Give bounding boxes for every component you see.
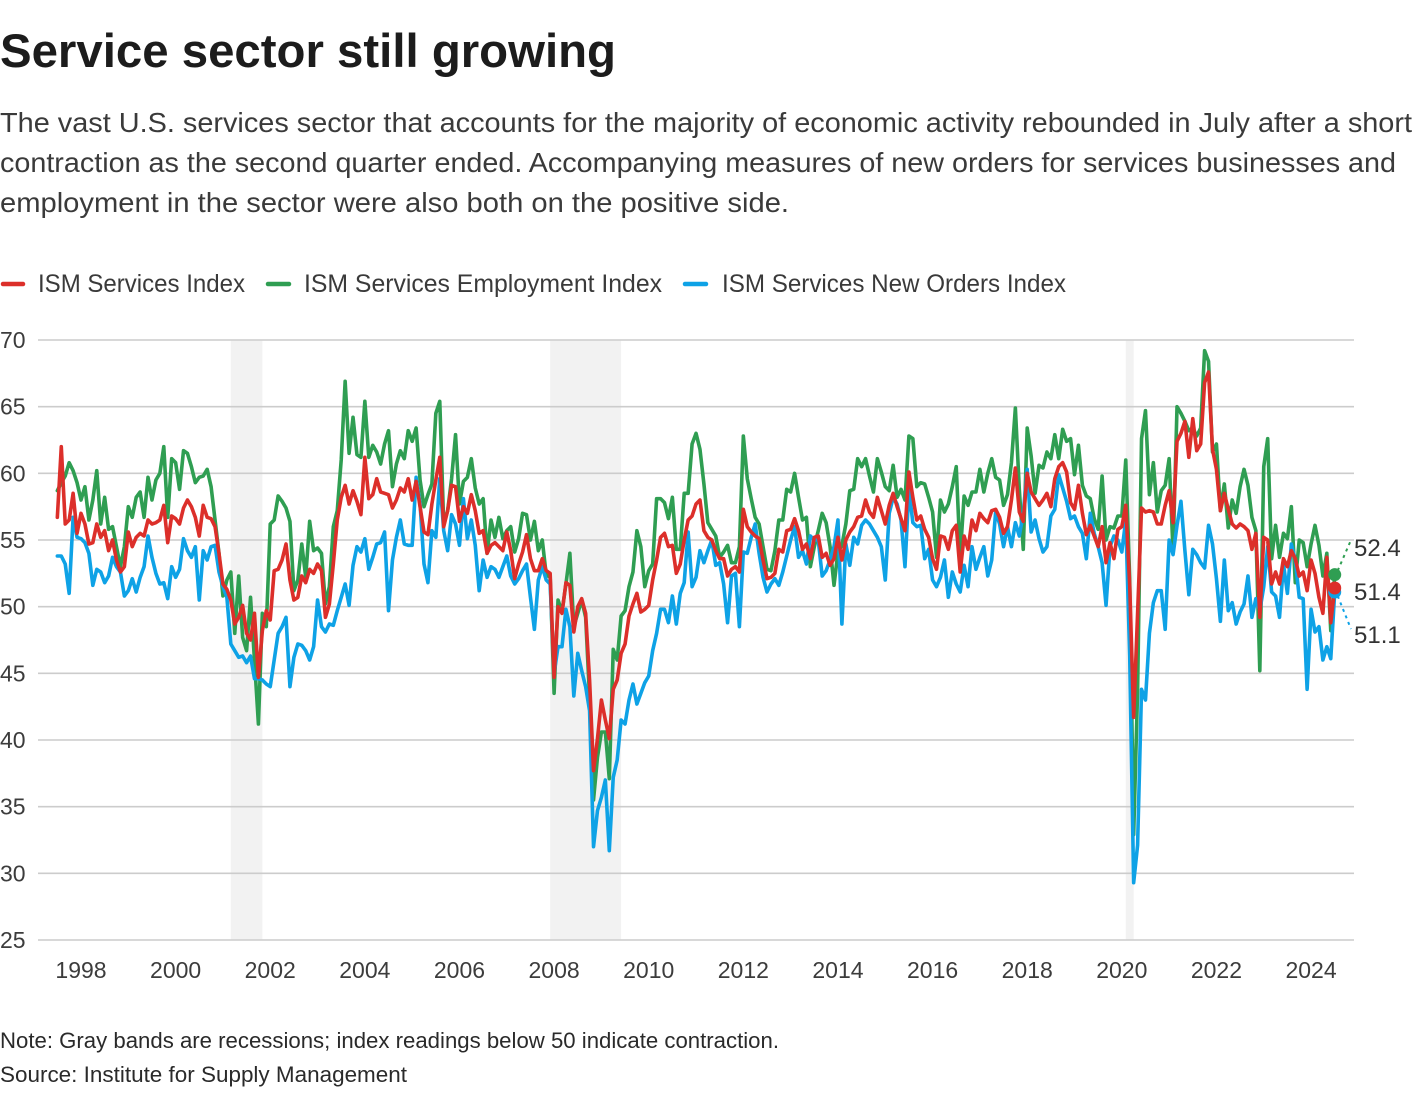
x-tick-label: 2014 [812,957,863,983]
x-tick-label: 2006 [434,957,485,983]
legend-item-ism-services-new-orders-index: ISM Services New Orders Index [682,270,1066,298]
x-tick-label: 2008 [529,957,580,983]
x-tick-label: 2024 [1285,957,1336,983]
end-value-label: 52.4 [1354,535,1401,562]
series-line-ism-services-employment-index [55,348,1337,837]
y-tick-label: 45 [0,660,26,686]
x-tick-label: 2020 [1096,957,1147,983]
end-value-label: 51.1 [1354,622,1401,649]
legend-label: ISM Services Employment Index [304,270,662,298]
end-dot [1328,568,1342,582]
y-tick-label: 35 [0,794,26,820]
legend-item-ism-services-index: ISM Services Index [0,270,245,298]
subtitle-line-2: contraction as the second quarter ended.… [0,147,1396,178]
x-tick-label: 2010 [623,957,674,983]
end-label-connector [1336,539,1352,572]
x-tick-label: 2012 [718,957,769,983]
end-markers: 52.4 51.4 51.1 [1328,535,1401,649]
y-tick-label: 30 [0,860,26,886]
legend-label: ISM Services New Orders Index [722,270,1066,298]
x-tick-label: 2002 [245,957,296,983]
legend-item-ism-services-employment-index: ISM Services Employment Index [265,270,662,298]
y-tick-label: 55 [0,527,26,553]
series-line-ism-services-index [55,370,1337,773]
x-tick-label: 2022 [1191,957,1242,983]
chart-source: Source: Institute for Supply Management [0,1062,408,1087]
plot-area [55,348,1337,885]
y-tick-label: 25 [0,927,26,953]
x-tick-label: 2018 [1002,957,1053,983]
x-tick-label: 1998 [55,957,106,983]
y-tick-label: 65 [0,394,26,420]
y-tick-label: 40 [0,727,26,753]
end-label-connector [1336,595,1352,630]
y-tick-label: 60 [0,460,26,486]
subtitle-line-3: employment in the sector were also both … [0,187,789,218]
x-tick-label: 2004 [339,957,390,983]
x-tick-label: 2000 [150,957,201,983]
end-value-label: 51.4 [1354,579,1401,606]
chart-note: Note: Gray bands are recessions; index r… [0,1028,779,1053]
y-tick-label: 70 [0,327,26,353]
legend: ISM Services Index ISM Services Employme… [0,270,1066,298]
series-line-ism-services-new-orders-index [55,467,1337,885]
subtitle-line-1: The vast U.S. services sector that accou… [0,107,1412,138]
end-dot [1328,581,1342,595]
y-tick-label: 50 [0,594,26,620]
chart-title: Service sector still growing [0,24,616,77]
x-axis: 1998 2000 2002 2004 2006 2008 2010 2012 2014 2016… [55,957,1336,983]
legend-label: ISM Services Index [38,270,245,298]
y-axis: 25 30 35 40 45 50 55 60 65 70 [0,327,26,953]
x-tick-label: 2016 [907,957,958,983]
